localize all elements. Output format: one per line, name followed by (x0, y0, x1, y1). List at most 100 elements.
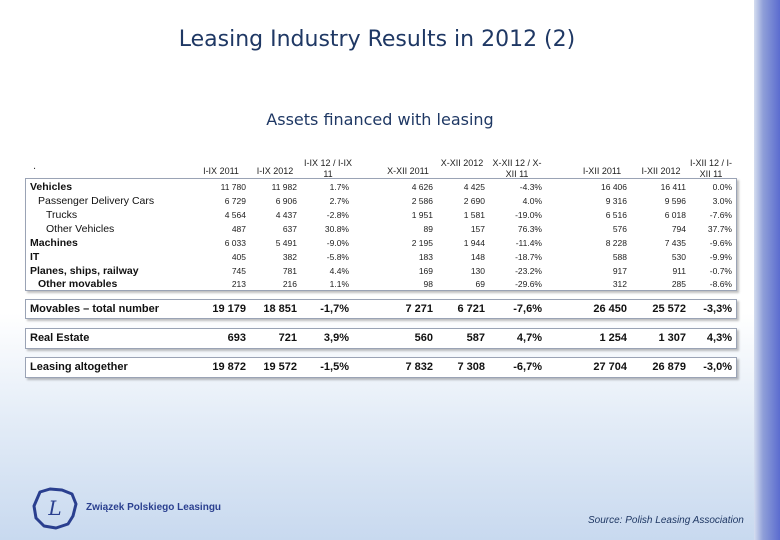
table-cell: 693 (227, 332, 246, 344)
table-cell: 781 (282, 266, 297, 276)
column-header: I-XII 2011 (582, 166, 622, 176)
table-cell: 917 (612, 266, 627, 276)
table-cell: 183 (418, 252, 433, 262)
table-cell: 9 316 (605, 196, 627, 206)
right-decorative-stripe (754, 0, 780, 540)
table-cell: 16 406 (601, 182, 627, 192)
table-cell: 560 (414, 332, 433, 344)
column-header: I-IX 2011 (203, 166, 239, 176)
table-row: Planes, ships, railway 745 781 4.4% 169 130 -2… (26, 265, 738, 278)
table-cell: 9 596 (664, 196, 686, 206)
table-cell: 4.4% (329, 266, 349, 276)
table-cell: 1 254 (599, 332, 627, 344)
table-cell: 0.0% (712, 182, 732, 192)
row-label: Movables – total number (30, 303, 159, 315)
row-label: Trucks (46, 209, 78, 221)
summary-row: Real Estate 693 721 3,9% 560 587 4,7% 1 254 1 30… (26, 332, 738, 346)
table-cell: 148 (470, 252, 485, 262)
column-header: I-IX 12 / I-IX 11 (304, 158, 353, 179)
column-header: X-XII 2012 (440, 158, 484, 168)
table-cell: 530 (671, 252, 686, 262)
table-cell: -9.0% (326, 238, 349, 248)
table-cell: 2 690 (463, 196, 485, 206)
table-cell: 6 906 (275, 196, 297, 206)
table-cell: 1 581 (463, 210, 485, 220)
row-label: Planes, ships, railway (30, 265, 139, 277)
table-cell: 216 (282, 279, 297, 289)
table-cell: 794 (671, 224, 686, 234)
table-cell: 19 179 (212, 303, 246, 315)
table-cell: 587 (466, 332, 485, 344)
table-cell: 911 (672, 266, 686, 276)
table-cell: 213 (231, 279, 246, 289)
table-cell: 30.8% (324, 224, 349, 234)
table-cell: 6 721 (457, 303, 485, 315)
table-cell: -7,6% (513, 303, 542, 315)
row-label: Leasing altogether (30, 361, 128, 373)
table-cell: -23.2% (515, 266, 542, 276)
logo-letter: L (47, 496, 61, 520)
table-cell: 7 435 (664, 238, 686, 248)
logo-text: Związek Polskiego Leasingu (86, 502, 222, 513)
table-cell: 4 626 (411, 182, 433, 192)
table-cell: 16 411 (660, 182, 686, 192)
column-header: X-XII 2011 (387, 166, 429, 176)
row-label: Real Estate (30, 332, 90, 344)
table-cell: 4.0% (522, 196, 542, 206)
table-row: Trucks 4 564 4 437 -2.8% 1 951 1 581 -19.0% 6 5… (26, 209, 738, 222)
table-cell: 2.7% (329, 196, 349, 206)
row-label: Other movables (38, 278, 118, 290)
table-cell: 3,9% (323, 332, 349, 344)
table-row: Vehicles 11 780 11 982 1.7% 4 626 4 425 -4.3% 1… (26, 181, 738, 194)
table-cell: 6 729 (224, 196, 246, 206)
table-cell: 19 572 (263, 361, 297, 373)
table-cell: 76.3% (517, 224, 542, 234)
table-cell: 285 (671, 279, 686, 289)
table-cell: -9.6% (709, 238, 732, 248)
table-cell: 11 982 (271, 182, 297, 192)
table-row: Passenger Delivery Cars 6 729 6 906 2.7% 2 5… (26, 195, 738, 208)
table-cell: 6 516 (605, 210, 627, 220)
row-label: Vehicles (30, 181, 73, 193)
table-cell: -3,0% (703, 361, 732, 373)
table-cell: 89 (423, 224, 433, 234)
slide-title: Leasing Industry Results in 2012 (2) (178, 27, 576, 52)
table-row: Machines 6 033 5 491 -9.0% 2 195 1 944 -11.4% 8… (26, 237, 738, 250)
table-cell: 19 872 (212, 361, 246, 373)
table-cell: 6 033 (224, 238, 246, 248)
table-cell: 2 586 (411, 196, 433, 206)
zpl-logo-icon: L (32, 487, 78, 530)
table-cell: 27 704 (593, 361, 627, 373)
table-cell: -8.6% (709, 279, 732, 289)
table-cell: 4 437 (275, 210, 297, 220)
table-cell: 1 951 (411, 210, 433, 220)
row-label: Other Vehicles (46, 223, 115, 235)
table-cell: 1.7% (329, 182, 349, 192)
table-row: Other movables 213 216 1.1% 98 69 -29.6% 312 285… (26, 278, 738, 291)
table-cell: -7.6% (709, 210, 732, 220)
table-cell: -11.4% (515, 238, 542, 248)
table-cell: 1 944 (463, 238, 485, 248)
column-header: I-XII 2012 (641, 166, 681, 176)
table-cell: 4,3% (706, 332, 732, 344)
column-header: X-XII 12 / X-XII 11 (492, 158, 542, 179)
detail-table: Vehicles 11 780 11 982 1.7% 4 626 4 425 -4.3% 1… (25, 178, 737, 291)
table-cell: 5 491 (275, 238, 297, 248)
column-header: I-XII 12 / I-XII 11 (689, 158, 732, 179)
table-cell: 4 564 (224, 210, 246, 220)
table-cell: -3,3% (703, 303, 732, 315)
table-cell: 6 018 (664, 210, 686, 220)
stray-mark: . (33, 160, 37, 172)
row-label: Passenger Delivery Cars (38, 195, 155, 207)
table-cell: -9.9% (709, 252, 732, 262)
table-cell: 3.0% (712, 196, 732, 206)
table-cell: 7 832 (405, 361, 433, 373)
table-row: IT 405 382 -5.8% 183 148 -18.7% 588 530 -9.9% (26, 251, 738, 264)
table-cell: 312 (612, 279, 627, 289)
table-cell: 69 (475, 279, 485, 289)
column-header: I-IX 2012 (256, 166, 294, 176)
table-cell: 8 228 (605, 238, 627, 248)
table-cell: 25 572 (652, 303, 686, 315)
table-cell: -0.7% (709, 266, 732, 276)
table-cell: 382 (282, 252, 297, 262)
